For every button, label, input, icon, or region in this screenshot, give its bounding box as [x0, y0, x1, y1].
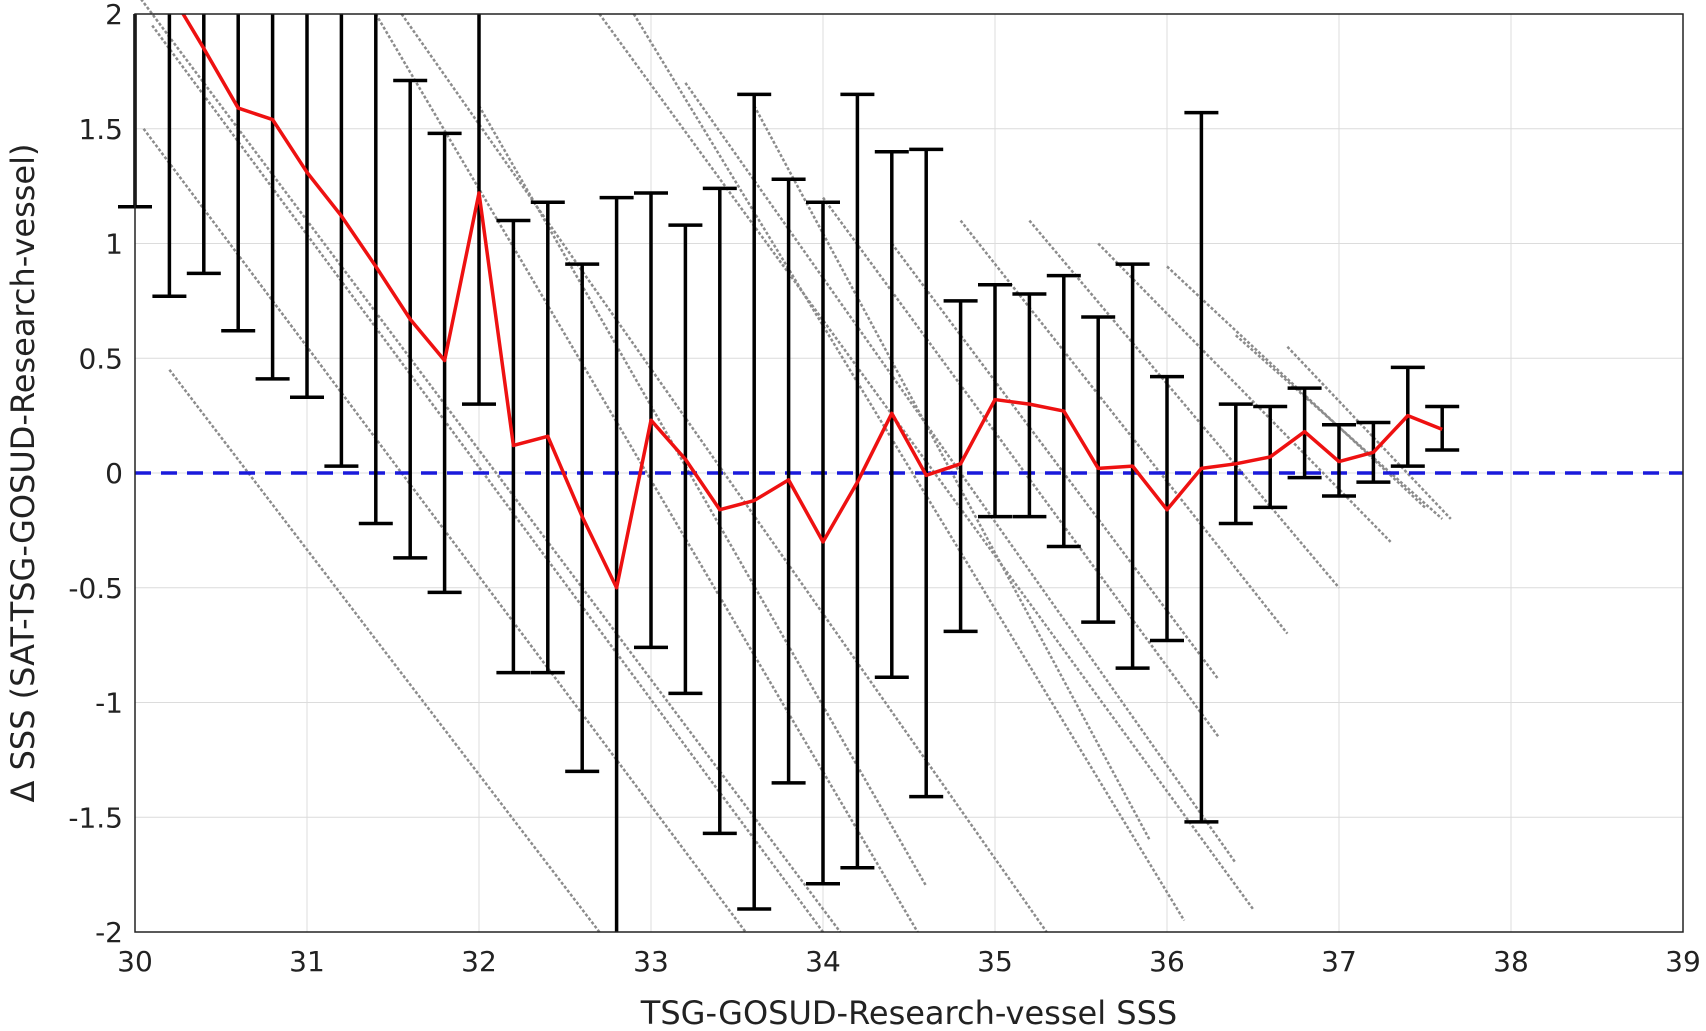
- scatter-band: [632, 13, 1186, 922]
- scatter-band: [400, 13, 1048, 933]
- error-bar: [943, 299, 978, 634]
- y-axis-label: Δ SSS (SAT-TSG-GOSUD-Research-vessel): [4, 144, 42, 803]
- x-tick-label: 30: [117, 945, 153, 978]
- error-bar: [599, 195, 634, 932]
- y-tick-label: 1.5: [78, 113, 123, 146]
- scatter-band: [151, 24, 825, 933]
- x-tick-label: 32: [461, 945, 497, 978]
- plot-frame: [134, 13, 1684, 933]
- y-tick-label: 0: [105, 457, 123, 490]
- y-tick-label: -2: [95, 916, 123, 949]
- error-bars: [118, 14, 1460, 932]
- x-tick-label: 33: [633, 945, 669, 978]
- error-bar: [186, 14, 221, 276]
- scatter-band: [821, 196, 1220, 738]
- scatter-points: [140, 0, 1452, 933]
- y-tick-label: 2: [105, 0, 123, 31]
- error-bar: [255, 14, 290, 381]
- y-tick-labels: -2 -1.5 -1 -0.5 0 0.5 1 1.5 2: [68, 0, 123, 949]
- error-bar: [427, 131, 462, 595]
- x-tick-labels: 30 31 32 33 34 35 36 37 38 39: [117, 945, 1701, 978]
- y-tick-label: 1: [105, 228, 123, 261]
- x-axis-label: TSG-GOSUD-Research-vessel SSS: [640, 994, 1177, 1031]
- x-tick-label: 37: [1321, 945, 1357, 978]
- scatter-band: [1234, 334, 1444, 520]
- error-bar: [290, 14, 324, 400]
- scatter-band: [890, 242, 1220, 681]
- y-tick-label: 0.5: [78, 342, 123, 375]
- x-tick-label: 34: [805, 945, 841, 978]
- scatter-band: [1028, 219, 1340, 589]
- y-tick-label: -0.5: [68, 572, 123, 605]
- error-bar: [462, 14, 496, 406]
- mean-line: [181, 14, 1443, 590]
- scatter-band: [374, 13, 919, 933]
- scatter-band: [959, 219, 1289, 635]
- error-bar: [152, 14, 187, 299]
- y-tick-label: -1: [95, 687, 123, 720]
- scatter-band: [1286, 345, 1452, 520]
- x-tick-label: 31: [289, 945, 325, 978]
- x-tick-label: 38: [1493, 945, 1529, 978]
- x-tick-label: 35: [977, 945, 1013, 978]
- scatter-band: [168, 368, 601, 933]
- error-bar: [221, 14, 256, 333]
- x-tick-label: 39: [1665, 945, 1701, 978]
- mean-line-path: [181, 14, 1443, 590]
- error-bar: [324, 14, 359, 468]
- scatter-band: [140, 0, 842, 933]
- y-tick-label: -1.5: [68, 801, 123, 834]
- x-tick-label: 36: [1149, 945, 1185, 978]
